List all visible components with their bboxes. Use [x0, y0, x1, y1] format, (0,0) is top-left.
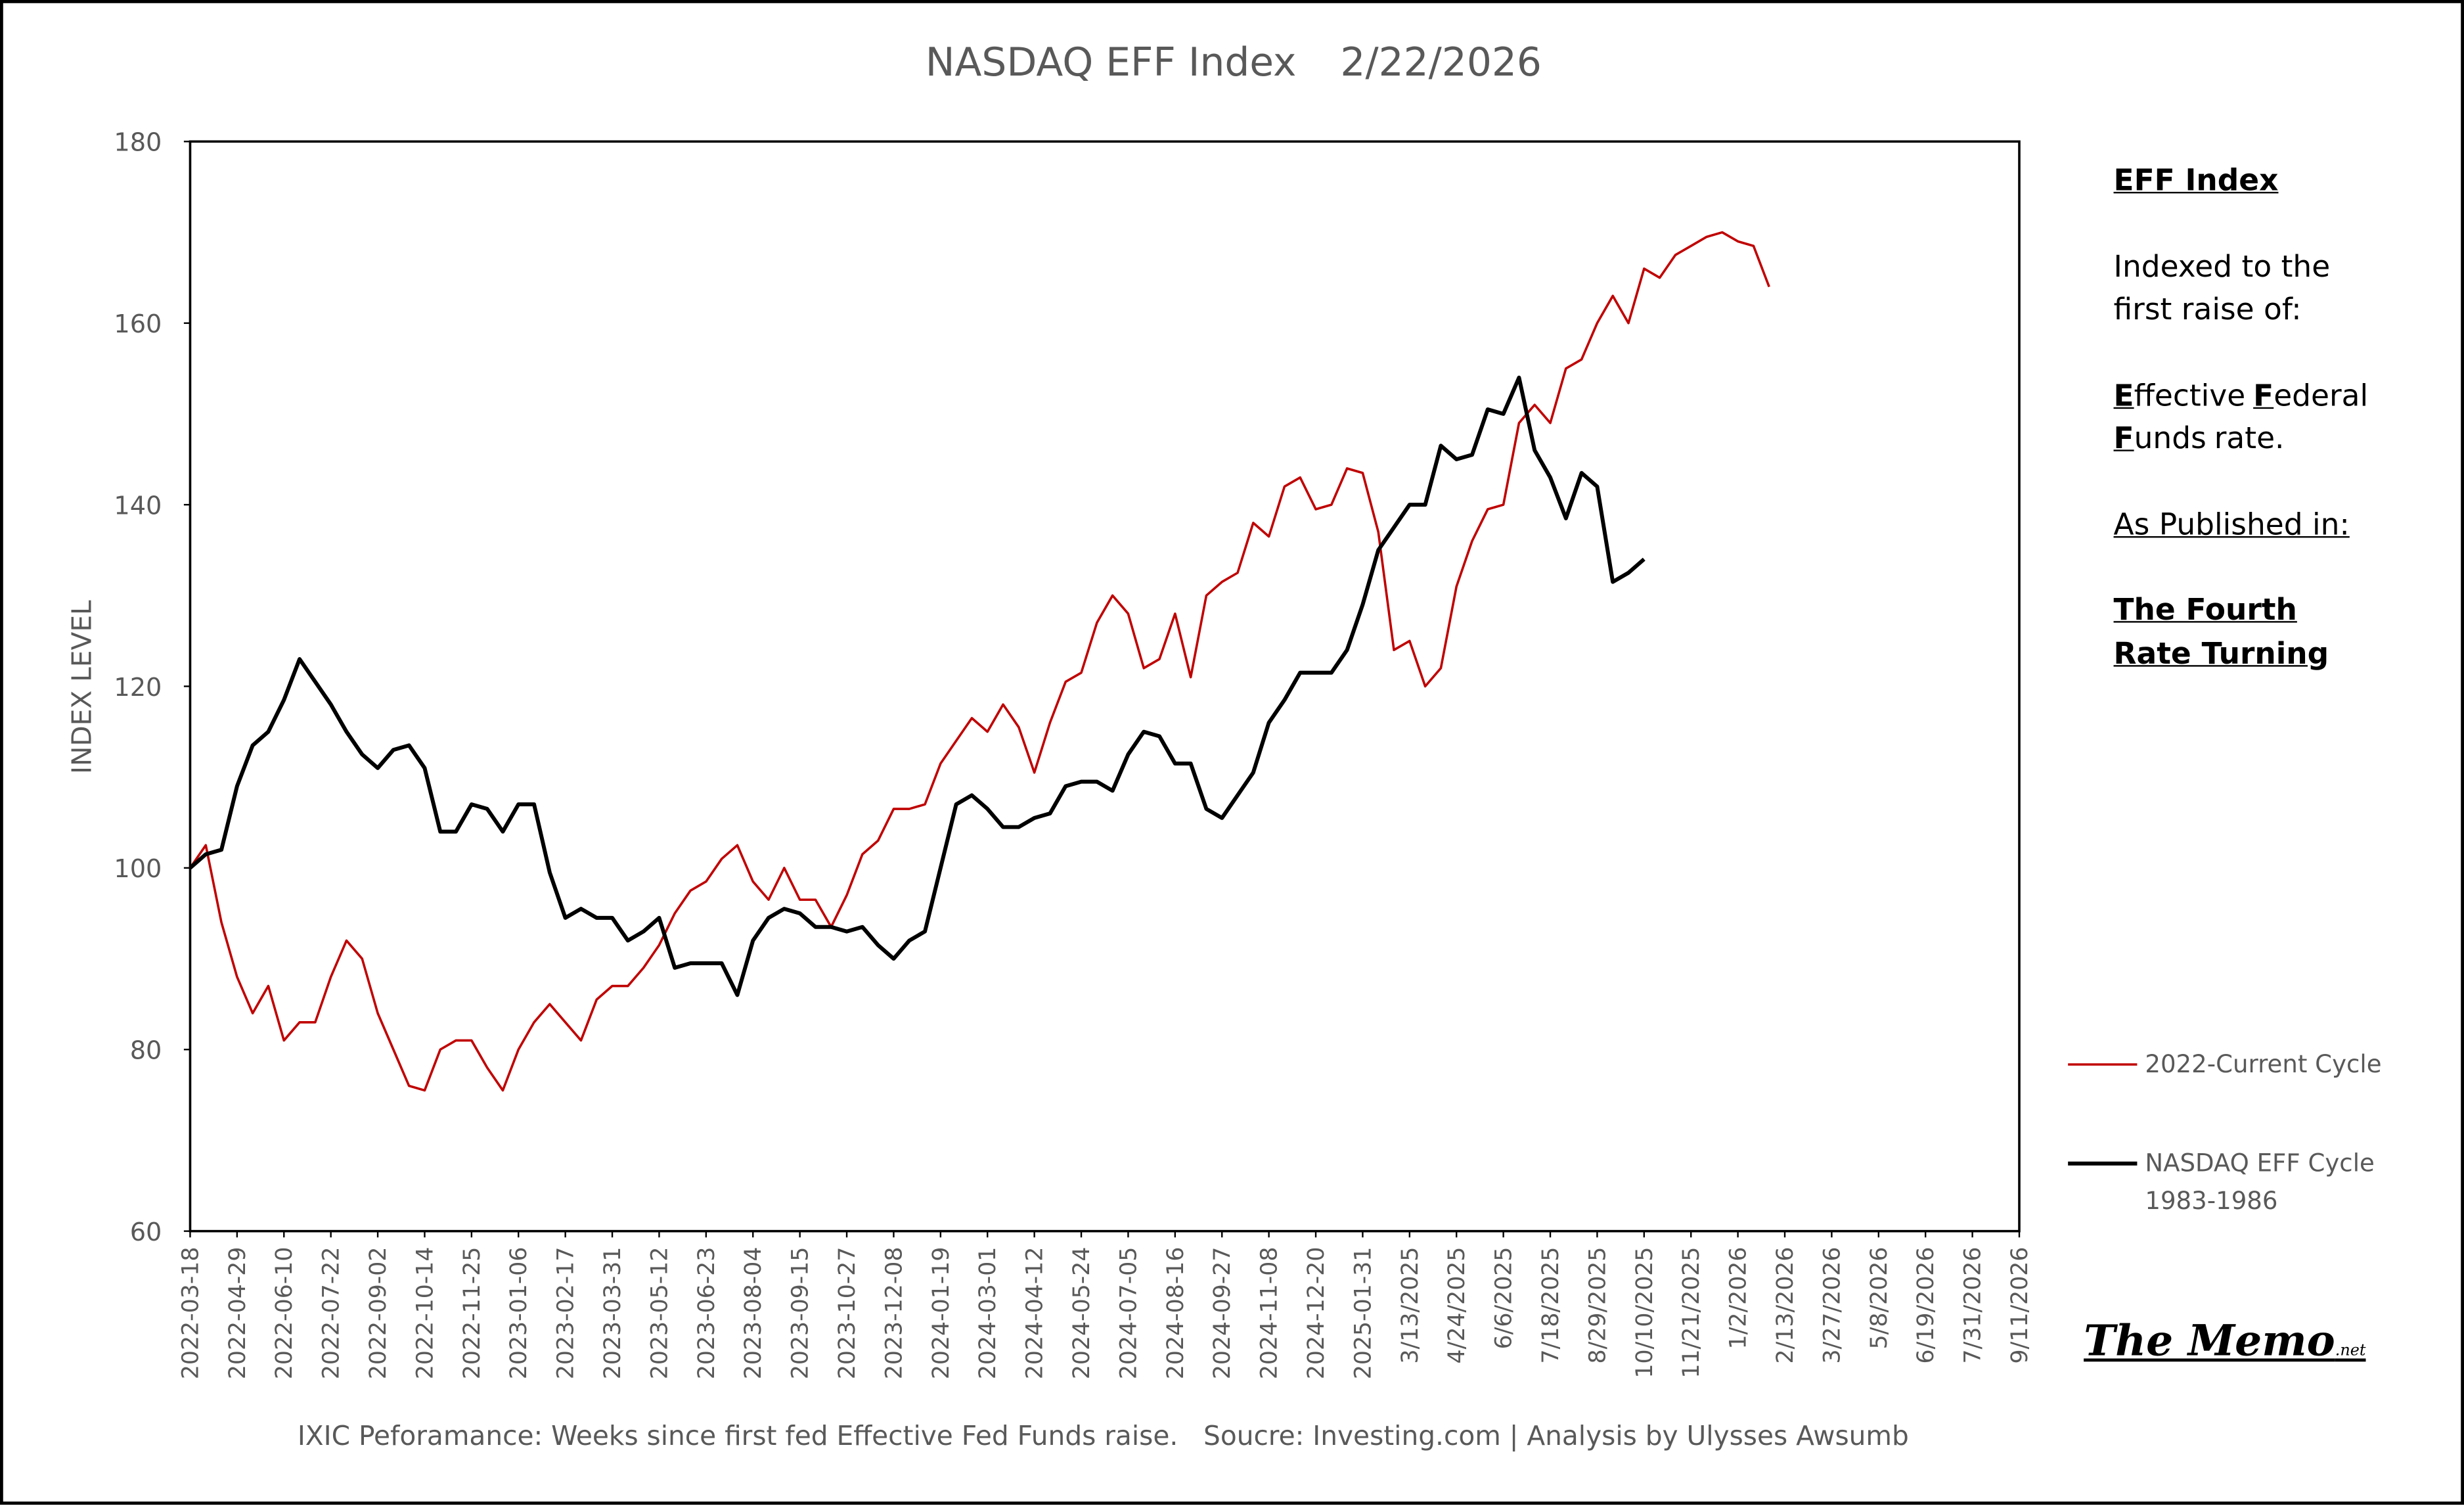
- chart: NASDAQ EFF Index 2/22/2026 INDEX LEVEL IX…: [66, 39, 2138, 1451]
- x-tick-label: 1/2/2026: [1726, 1247, 1752, 1350]
- x-tick-label: 8/29/2025: [1584, 1247, 1611, 1364]
- x-tick-label: 2022-03-18: [177, 1247, 204, 1380]
- side-note: EFF Index Indexed to the first raise of:…: [2114, 160, 2381, 676]
- title-date: 2/22/2026: [1340, 39, 1542, 85]
- x-tick-label: 2022-11-25: [459, 1247, 485, 1380]
- x-tick-label: 2023-10-27: [834, 1247, 861, 1380]
- watermark-name: The Memo: [2084, 1317, 2335, 1367]
- x-tick-label: 2024-07-05: [1115, 1247, 1142, 1380]
- legend-label: NASDAQ EFF Cycle 1983-1986: [2145, 1149, 2375, 1216]
- x-tick-label: 5/8/2026: [1866, 1247, 1893, 1350]
- x-tick-label: 2023-09-15: [788, 1247, 814, 1380]
- side-heading: EFF Index: [2113, 163, 2279, 198]
- y-tick-label: 60: [130, 1218, 162, 1247]
- y-axis-label: INDEX LEVEL: [66, 600, 98, 774]
- source-note: IXIC Peforamance: Weeks since first fed …: [298, 1420, 1909, 1451]
- x-tick-label: 2025-01-31: [1350, 1247, 1376, 1380]
- legend-label: 2022-Current Cycle: [2145, 1050, 2382, 1079]
- x-tick-label: 2024-09-27: [1209, 1247, 1236, 1380]
- x-tick-label: 2024-05-24: [1069, 1247, 1095, 1380]
- x-tick-label: 3/13/2025: [1397, 1247, 1423, 1364]
- rate-word: Effective: [2113, 378, 2246, 413]
- y-tick-label: 180: [114, 128, 162, 158]
- rate-name: Effective Federal Funds rate.: [2114, 375, 2381, 462]
- x-tick-label: 11/21/2025: [1678, 1247, 1705, 1379]
- x-tick-label: 2024-01-19: [928, 1247, 954, 1380]
- x-tick-label: 3/27/2026: [1819, 1247, 1845, 1364]
- x-tick-label: 6/19/2026: [1913, 1247, 1939, 1364]
- x-tick-label: 2023-12-08: [881, 1247, 907, 1380]
- y-tick-label: 120: [114, 673, 162, 702]
- x-tick-label: 2023-01-06: [506, 1247, 532, 1380]
- plot-frame: [189, 140, 2021, 1233]
- x-tick-label: 9/11/2026: [2007, 1247, 2033, 1364]
- x-tick-label: 2023-06-23: [694, 1247, 720, 1380]
- x-tick-label: 7/31/2026: [1960, 1247, 1986, 1364]
- y-tick-label: 160: [114, 309, 162, 339]
- x-tick-label: 2024-08-16: [1163, 1247, 1189, 1380]
- x-tick-label: 2023-08-04: [740, 1247, 767, 1380]
- x-tick-label: 2022-04-29: [225, 1247, 251, 1380]
- rate-word: Funds: [2113, 421, 2206, 456]
- x-tick-label: 2022-10-14: [412, 1247, 438, 1380]
- x-tick-label: 2023-02-17: [553, 1247, 579, 1380]
- rate-word: Federal: [2253, 378, 2369, 413]
- x-tick-label: 2022-07-22: [319, 1247, 345, 1380]
- x-tick-label: 2022-09-02: [365, 1247, 392, 1380]
- y-tick-label: 100: [114, 854, 162, 884]
- x-tick-label: 6/6/2025: [1491, 1247, 1517, 1350]
- series-line: [189, 375, 1646, 997]
- side-publication: The Fourth Rate Turning: [2113, 593, 2329, 671]
- x-tick-label: 10/10/2025: [1632, 1247, 1658, 1379]
- x-tick-label: 2024-11-08: [1257, 1247, 1283, 1380]
- side-intro: Indexed to the first raise of:: [2113, 249, 2331, 327]
- side-published: As Published in:: [2113, 507, 2350, 542]
- x-tick-label: 2023-03-31: [600, 1247, 626, 1380]
- y-tick-label: 80: [130, 1036, 162, 1066]
- watermark-suffix: .net: [2335, 1342, 2366, 1360]
- watermark: The Memo.net: [2084, 1317, 2365, 1366]
- x-tick-label: 2024-04-12: [1022, 1247, 1048, 1380]
- title-text: NASDAQ EFF Index: [926, 39, 1297, 85]
- x-tick-label: 2022-06-10: [271, 1247, 298, 1380]
- chart-title: NASDAQ EFF Index 2/22/2026: [926, 39, 1542, 85]
- x-tick-label: 2024-12-20: [1303, 1247, 1330, 1380]
- x-tick-label: 2/13/2026: [1772, 1247, 1799, 1364]
- rate-word: rate.: [2214, 421, 2285, 456]
- x-tick-label: 2024-03-01: [975, 1247, 1001, 1380]
- series-line: [189, 231, 1770, 1092]
- x-tick-label: 7/18/2025: [1538, 1247, 1564, 1364]
- x-tick-label: 4/24/2025: [1444, 1247, 1470, 1364]
- y-tick-label: 140: [114, 491, 162, 520]
- x-tick-label: 2023-05-12: [646, 1247, 673, 1380]
